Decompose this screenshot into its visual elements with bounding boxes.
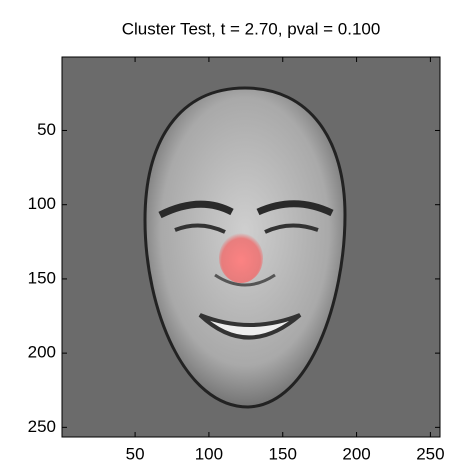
y-tick-label: 100 <box>28 194 56 213</box>
x-tick-label: 150 <box>269 444 297 463</box>
x-tick-label: 50 <box>126 444 145 463</box>
y-tick-label: 250 <box>28 417 56 436</box>
cluster-overlay <box>219 233 263 283</box>
x-tick-label: 200 <box>342 444 370 463</box>
chart-title: Cluster Test, t = 2.70, pval = 0.100 <box>122 19 381 38</box>
x-tick-label: 250 <box>416 444 444 463</box>
x-tick-label: 100 <box>195 444 223 463</box>
y-tick-label: 150 <box>28 268 56 287</box>
y-tick-label: 200 <box>28 343 56 362</box>
y-tick-label: 50 <box>37 120 56 139</box>
axes-frame <box>61 56 441 438</box>
face-image <box>143 86 347 409</box>
